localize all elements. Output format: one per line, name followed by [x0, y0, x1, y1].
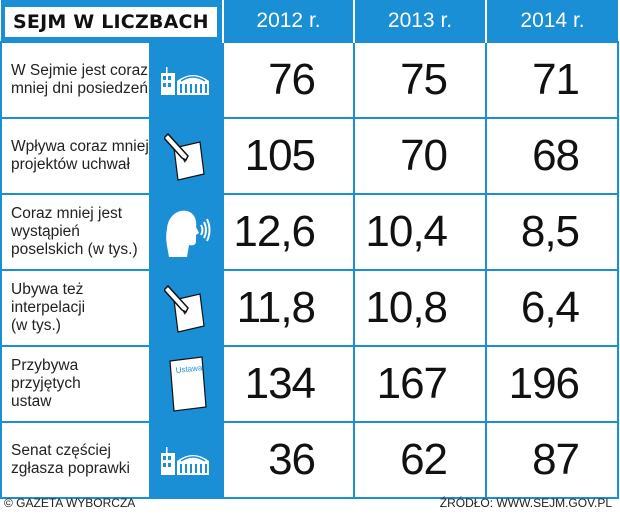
copyright-text: © GAZETA WYBORCZA	[4, 496, 136, 510]
title-cell: SEJM W LICZBACH	[1, 0, 224, 42]
table-row: Coraz mniej jest wystąpień poselskich (w…	[0, 193, 620, 270]
value-2013: 62	[353, 421, 487, 499]
year-header: 2012 r.	[222, 0, 355, 42]
value-2013: 10,8	[353, 269, 487, 346]
label-line: przyjętych	[11, 375, 81, 392]
header-row: SEJM W LICZBACH 2012 r. 2013 r. 2014 r.	[1, 0, 619, 42]
table-row: Senat częściej zgłasza poprawki 36 62	[0, 421, 620, 499]
label-line: projektów uchwał	[11, 156, 130, 173]
icon-cell	[149, 193, 224, 270]
value-2012: 105	[222, 117, 355, 194]
value-2014: 87	[485, 421, 620, 499]
value-2012: 36	[222, 421, 355, 499]
label-line: W Sejmie jest coraz	[11, 62, 148, 79]
ustawa-document-icon: Ustawa	[149, 355, 222, 413]
icon-cell	[149, 421, 224, 499]
icon-cell	[149, 117, 224, 194]
label-line: wystąpień	[11, 223, 80, 240]
label-line: (w tys.)	[11, 317, 61, 334]
row-label: Przybywa przyjętych ustaw	[0, 345, 149, 422]
value-2014: 68	[485, 117, 620, 194]
stats-table: SEJM W LICZBACH 2012 r. 2013 r. 2014 r. …	[0, 0, 620, 499]
value-2013: 10,4	[353, 193, 487, 270]
icon-cell	[149, 269, 224, 346]
value-2013: 70	[353, 117, 487, 194]
pen-document-icon	[149, 130, 222, 182]
table-row: Ubywa też interpelacji (w tys.) 11,8 10,…	[0, 269, 620, 346]
row-label: Wpływa coraz mniej projektów uchwał	[0, 117, 149, 194]
parliament-building-icon	[149, 443, 222, 477]
label-line: zgłasza poprawki	[11, 460, 130, 477]
table-row: Wpływa coraz mniej projektów uchwał 105 …	[0, 117, 620, 194]
pen-document-icon	[149, 282, 222, 334]
year-header: 2014 r.	[485, 0, 619, 42]
label-line: Ubywa też	[11, 281, 84, 298]
label-line: Wpływa coraz mniej	[11, 138, 149, 155]
speaking-head-icon	[149, 205, 222, 259]
label-line: Senat częściej	[11, 442, 111, 459]
row-label: Coraz mniej jest wystąpień poselskich (w…	[0, 193, 149, 270]
value-2013: 167	[353, 345, 487, 422]
row-label: W Sejmie jest coraz mniej dni posiedzeń	[0, 41, 149, 118]
icon-cell: Ustawa	[149, 345, 224, 422]
source-text: ŹRÓDŁO: WWW.SEJM.GOV.PL	[439, 496, 612, 510]
value-2014: 196	[485, 345, 620, 422]
row-label: Ubywa też interpelacji (w tys.)	[0, 269, 149, 346]
value-2014: 71	[485, 41, 620, 118]
value-2014: 6,4	[485, 269, 620, 346]
label-line: poselskich (w tys.)	[11, 241, 138, 258]
value-2012: 12,6	[222, 193, 355, 270]
label-line: Coraz mniej jest	[11, 205, 123, 222]
label-line: mniej dni posiedzeń	[11, 80, 149, 97]
row-label: Senat częściej zgłasza poprawki	[0, 421, 149, 499]
label-line: ustaw	[11, 393, 52, 410]
page-title: SEJM W LICZBACH	[4, 5, 218, 38]
label-line: Przybywa	[11, 357, 79, 374]
table-row: W Sejmie jest coraz mniej dni posiedzeń …	[0, 41, 620, 118]
parliament-building-icon	[149, 63, 222, 97]
value-2012: 11,8	[222, 269, 355, 346]
value-2014: 8,5	[485, 193, 620, 270]
value-2012: 134	[222, 345, 355, 422]
icon-cell	[149, 41, 224, 118]
ustawa-label: Ustawa	[175, 363, 203, 375]
value-2012: 76	[222, 41, 355, 118]
label-line: interpelacji	[11, 299, 86, 316]
value-2013: 75	[353, 41, 487, 118]
table-row: Przybywa przyjętych ustaw Ustawa 134 167…	[0, 345, 620, 422]
year-header: 2013 r.	[353, 0, 487, 42]
